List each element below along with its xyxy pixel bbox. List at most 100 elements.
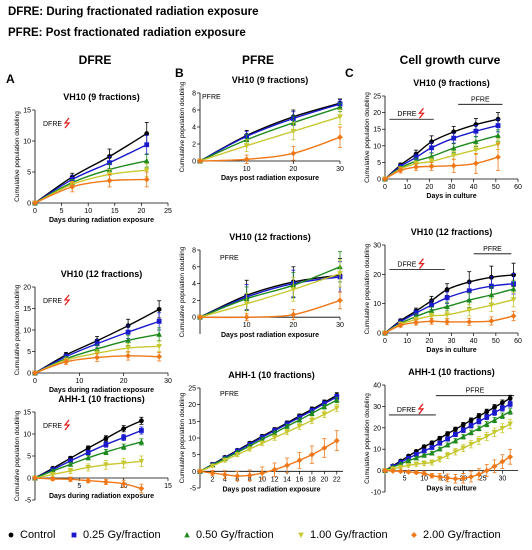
data-point	[473, 147, 479, 153]
data-point	[156, 331, 162, 337]
radiation-bolt-icon	[63, 117, 71, 129]
series-line-a1-0	[34, 132, 148, 204]
y-tick-label-b3: -5	[190, 486, 196, 493]
data-point	[466, 318, 473, 325]
panel-letter-c: C	[345, 66, 354, 80]
x-tick-label-b1: 20	[289, 166, 297, 173]
series-line-b1-1	[199, 103, 341, 162]
x-tick-label-c1: 50	[492, 184, 500, 191]
x-axis-label-b1: Days post radiation exposure	[221, 175, 319, 182]
x-tick-label-c3: 15	[440, 476, 448, 483]
data-point	[143, 167, 150, 174]
data-point	[495, 154, 501, 160]
data-point	[85, 450, 91, 455]
legend-item: 0.25 Gy/fraction	[69, 529, 161, 541]
column-title-b: PFRE	[241, 53, 274, 67]
data-point	[444, 318, 450, 325]
data-point	[321, 403, 328, 410]
data-point	[32, 200, 38, 206]
panel-letter-b: B	[175, 66, 184, 80]
data-point	[49, 472, 56, 478]
data-point	[444, 441, 451, 448]
x-tick-label-c2: 50	[492, 338, 500, 345]
y-tick-label-b1: 0	[192, 159, 196, 166]
x-tick-label-a1: 25	[164, 208, 172, 215]
data-point	[382, 467, 388, 474]
chart-a2: VH10 (12 fractions) 0 5 10 15 20 0 10 20 30 Days d…	[14, 269, 172, 394]
data-point	[337, 134, 343, 141]
data-point	[337, 104, 343, 110]
x-tick-label-b3: 20	[320, 476, 328, 483]
data-point	[397, 167, 404, 174]
chart-title-c2: VH10 (12 fractions)	[411, 227, 493, 237]
data-point	[85, 454, 91, 461]
chart-title-c3: AHH-1 (10 fractions)	[408, 367, 495, 377]
header-line-dfre: DFRE: During fractionated radiation expo…	[8, 6, 259, 18]
data-point	[460, 475, 467, 482]
data-point	[507, 421, 513, 427]
chart-c1: VH10 (9 fractions) 0 5 10 15 20 25 0 10 20 30 40 50 6…	[364, 78, 522, 200]
data-point	[483, 467, 490, 474]
series-line-b2-3	[199, 272, 341, 318]
x-axis-label-a3: Days during radiation exposure	[49, 493, 154, 500]
x-tick-label-c2: 40	[470, 338, 478, 345]
x-tick-label-b3: 14	[283, 476, 291, 483]
legend-item: 0.50 Gy/fraction	[182, 529, 274, 541]
series-b2-4	[197, 291, 343, 321]
x-tick-label-c2: 0	[383, 338, 387, 345]
data-point	[103, 479, 109, 485]
data-point	[321, 445, 328, 451]
data-point	[444, 474, 451, 481]
y-tick-label-a1: 0	[27, 201, 31, 208]
y-tick-label-a2: 20	[23, 285, 31, 292]
y-tick-label-a3: 0	[27, 476, 31, 483]
series-c3-4	[382, 449, 514, 484]
data-point	[333, 397, 340, 403]
data-point	[452, 437, 459, 444]
series-line-a1-4	[34, 178, 147, 204]
y-tick-label-c3: 30	[373, 404, 381, 411]
data-point	[259, 470, 266, 476]
data-point	[197, 158, 203, 164]
x-tick-label-a1: 10	[84, 208, 92, 215]
data-point	[125, 329, 131, 335]
series-b3-3	[197, 403, 340, 475]
x-tick-label-a3: 15	[164, 483, 172, 490]
data-point	[67, 461, 74, 467]
series-a1-4	[32, 171, 150, 206]
data-point	[243, 314, 250, 321]
data-point	[234, 452, 241, 458]
data-point	[125, 337, 131, 343]
series-b3-4	[197, 430, 340, 482]
x-tick-label-b3: 4	[223, 476, 227, 483]
data-point	[510, 297, 517, 303]
data-point	[429, 440, 435, 446]
x-tick-label-c2: 10	[403, 338, 411, 345]
y-tick-label-c1: 20	[373, 110, 381, 117]
chart-b3: AHH-1 (10 fractions)-5051015202524681012…	[179, 370, 343, 493]
legend: Control 0.25 Gy/fraction 0.50 Gy/fraction 1…	[4, 527, 530, 547]
data-point	[484, 414, 490, 420]
dfre-phase-label-c2: DFRE	[397, 262, 416, 269]
header-line-pfre: PFRE: Post fractionated radiation exposu…	[8, 27, 246, 39]
y-tick-label-c1: 25	[373, 94, 381, 101]
data-point	[296, 457, 303, 464]
pfre-phase-label-c3: PFRE	[466, 388, 485, 395]
data-point	[94, 341, 100, 347]
y-tick-label-c2: 20	[373, 272, 381, 279]
data-point	[428, 159, 435, 165]
x-tick-label-b3: 16	[296, 476, 304, 483]
data-point	[488, 291, 495, 298]
data-point	[499, 458, 506, 465]
column-title-a: DFRE	[78, 53, 112, 67]
y-tick-label-a3: 15	[23, 410, 31, 417]
y-tick-label-c3: 40	[373, 383, 381, 390]
radiation-bolt-icon	[417, 403, 425, 415]
series-line-b3-2	[199, 399, 338, 472]
series-line-a1-1	[34, 144, 148, 204]
data-point	[428, 313, 435, 319]
y-tick-label-a3: 10	[23, 432, 31, 439]
y-tick-label-c2: 10	[373, 301, 381, 308]
data-point	[444, 453, 451, 459]
